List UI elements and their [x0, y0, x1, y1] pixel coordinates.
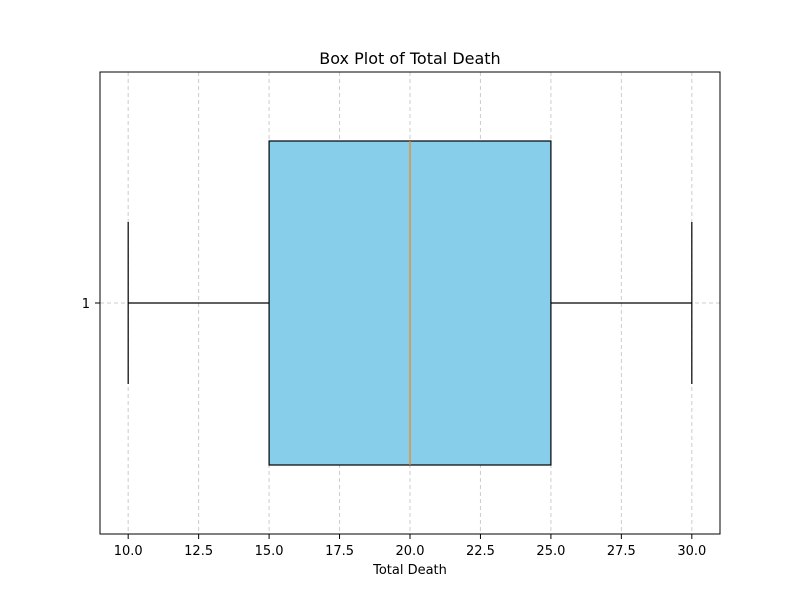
x-tick-label: 15.0 — [255, 544, 284, 559]
x-tick-label: 30.0 — [677, 544, 706, 559]
x-tick-label: 12.5 — [184, 544, 213, 559]
x-tick-label: 25.0 — [536, 544, 565, 559]
x-tick-label: 17.5 — [325, 544, 354, 559]
x-tick-label: 20.0 — [396, 544, 425, 559]
x-tick-label: 22.5 — [466, 544, 495, 559]
plot-area — [127, 140, 693, 466]
x-tick-label: 10.0 — [114, 544, 143, 559]
chart-title: Box Plot of Total Death — [319, 49, 500, 68]
y-tick-label: 1 — [82, 297, 90, 312]
x-axis: 10.0 12.5 15.0 17.5 20.0 22.5 25.0 27.5 30.0 — [114, 534, 706, 559]
x-tick-label: 27.5 — [607, 544, 636, 559]
x-axis-label: Total Death — [372, 563, 447, 578]
y-axis: 1 — [82, 297, 100, 312]
